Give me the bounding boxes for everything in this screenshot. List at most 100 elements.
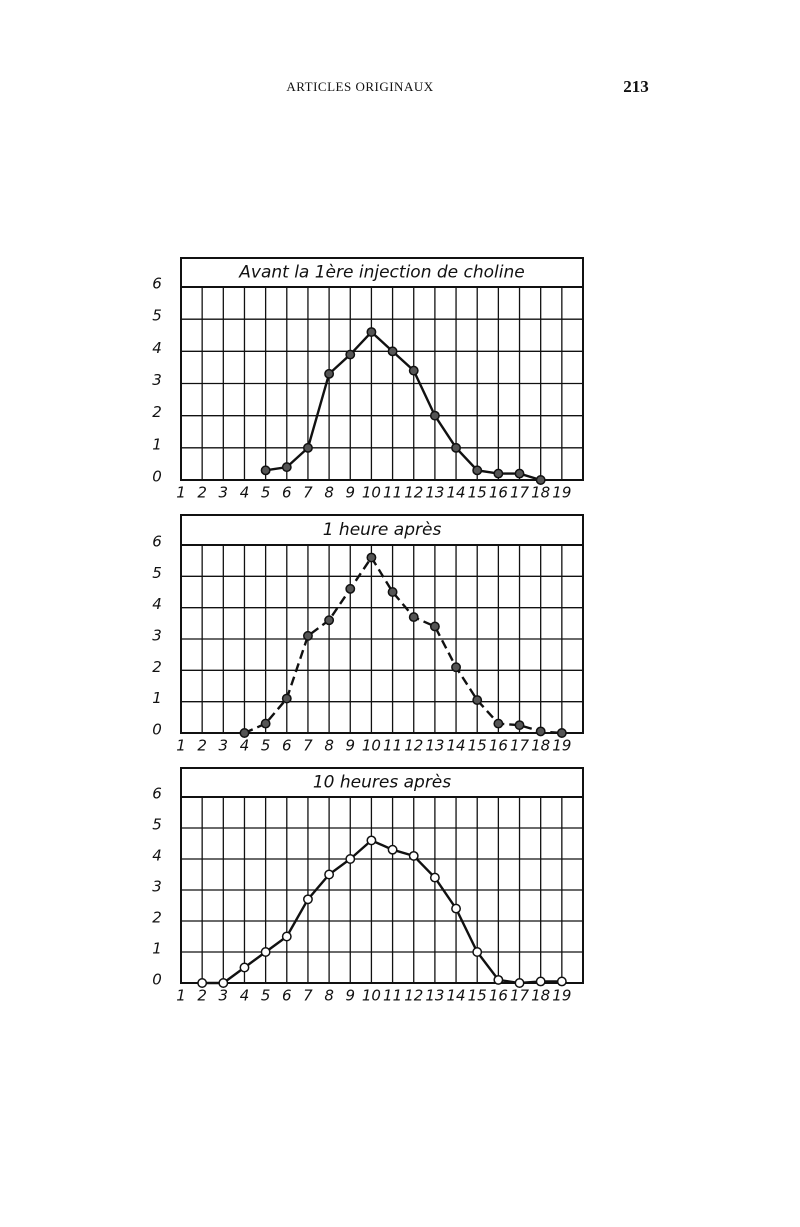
x-tick-label: 11 (383, 987, 402, 1005)
x-tick-label: 17 (510, 737, 530, 755)
x-tick-label: 1 (176, 737, 186, 755)
x-tick-label: 7 (303, 484, 313, 502)
data-point (345, 583, 356, 594)
data-point (366, 835, 377, 846)
x-tick-label: 2 (197, 987, 207, 1005)
x-tick-label: 14 (447, 484, 466, 502)
data-point (239, 962, 250, 973)
y-tick-label: 0 (152, 468, 162, 486)
data-point (387, 844, 398, 855)
chart-title: Avant la 1ère injection de choline (238, 263, 524, 283)
x-tick-label: 18 (531, 484, 550, 502)
data-point (493, 468, 504, 479)
x-tick-label: 14 (447, 987, 466, 1005)
data-point (514, 720, 525, 731)
x-tick-label: 12 (404, 484, 423, 502)
x-tick-label: 13 (425, 987, 444, 1005)
y-tick-label: 5 (152, 307, 162, 325)
data-point (281, 931, 292, 942)
data-point (514, 468, 525, 479)
data-point (408, 612, 419, 623)
x-tick-label: 10 (362, 987, 381, 1005)
x-tick-label: 15 (468, 987, 487, 1005)
x-tick-label: 13 (425, 737, 444, 755)
data-point (493, 718, 504, 729)
data-point (451, 442, 462, 453)
data-point (429, 410, 440, 421)
x-tick-label: 3 (219, 737, 229, 755)
data-point (239, 728, 250, 738)
y-tick-label: 6 (152, 785, 162, 803)
x-tick-label: 11 (383, 484, 402, 502)
y-tick-label: 5 (152, 564, 162, 582)
x-tick-label: 3 (219, 987, 229, 1005)
y-tick-label: 4 (152, 847, 162, 865)
x-tick-label: 18 (531, 737, 550, 755)
y-tick-label: 2 (152, 658, 162, 676)
chart-title: 1 heure après (323, 520, 442, 540)
x-tick-label: 9 (345, 484, 355, 502)
x-tick-label: 13 (425, 484, 444, 502)
data-point (451, 662, 462, 673)
x-tick-label: 5 (261, 737, 271, 755)
x-tick-label: 4 (240, 484, 250, 502)
data-point (366, 327, 377, 337)
y-tick-label: 6 (152, 275, 162, 293)
y-tick-label: 1 (152, 689, 162, 707)
data-point (324, 615, 335, 626)
x-tick-label: 2 (197, 484, 207, 502)
x-tick-label: 16 (489, 484, 508, 502)
x-tick-label: 17 (510, 484, 530, 502)
data-point (345, 349, 356, 360)
x-tick-label: 18 (531, 987, 550, 1005)
x-tick-label: 7 (303, 987, 313, 1005)
y-tick-label: 2 (152, 909, 162, 927)
x-tick-label: 14 (447, 737, 466, 755)
x-tick-label: 7 (303, 737, 313, 755)
data-point (408, 365, 419, 376)
x-tick-label: 10 (362, 737, 381, 755)
x-tick-label: 8 (324, 987, 334, 1005)
data-point (535, 475, 546, 485)
plot-frame (180, 544, 584, 734)
x-tick-label: 10 (362, 484, 381, 502)
running-head: ARTICLES ORIGINAUX (286, 79, 433, 94)
page-number: 213 (623, 77, 649, 96)
y-tick-label: 1 (152, 435, 162, 453)
data-point (472, 695, 483, 706)
data-point (493, 974, 504, 985)
data-point (302, 442, 313, 453)
y-tick-label: 6 (152, 533, 162, 551)
data-point (281, 462, 292, 473)
x-tick-label: 6 (282, 737, 292, 755)
y-tick-label: 0 (152, 971, 162, 989)
chart-title: 10 heures après (313, 773, 451, 793)
data-point (324, 869, 335, 880)
x-tick-label: 9 (345, 737, 355, 755)
plot-frame (180, 286, 584, 481)
x-tick-label: 12 (404, 737, 423, 755)
x-tick-label: 8 (324, 484, 334, 502)
data-point (535, 976, 546, 987)
y-tick-label: 4 (152, 339, 162, 357)
data-line (243, 555, 562, 735)
y-tick-label: 5 (152, 816, 162, 834)
data-point (302, 894, 313, 905)
data-point (472, 947, 483, 957)
y-tick-label: 2 (152, 403, 162, 421)
x-tick-label: 1 (176, 987, 186, 1005)
x-tick-label: 3 (219, 484, 229, 502)
data-point (345, 854, 356, 864)
data-point (472, 465, 483, 476)
data-point (260, 947, 271, 957)
x-tick-label: 5 (261, 484, 271, 502)
x-tick-label: 17 (510, 987, 530, 1005)
data-point (218, 978, 229, 988)
data-point (260, 718, 271, 729)
y-tick-label: 3 (152, 371, 162, 389)
data-line (202, 838, 562, 985)
x-tick-label: 15 (468, 737, 487, 755)
data-point (429, 621, 440, 632)
data-point (451, 903, 462, 914)
